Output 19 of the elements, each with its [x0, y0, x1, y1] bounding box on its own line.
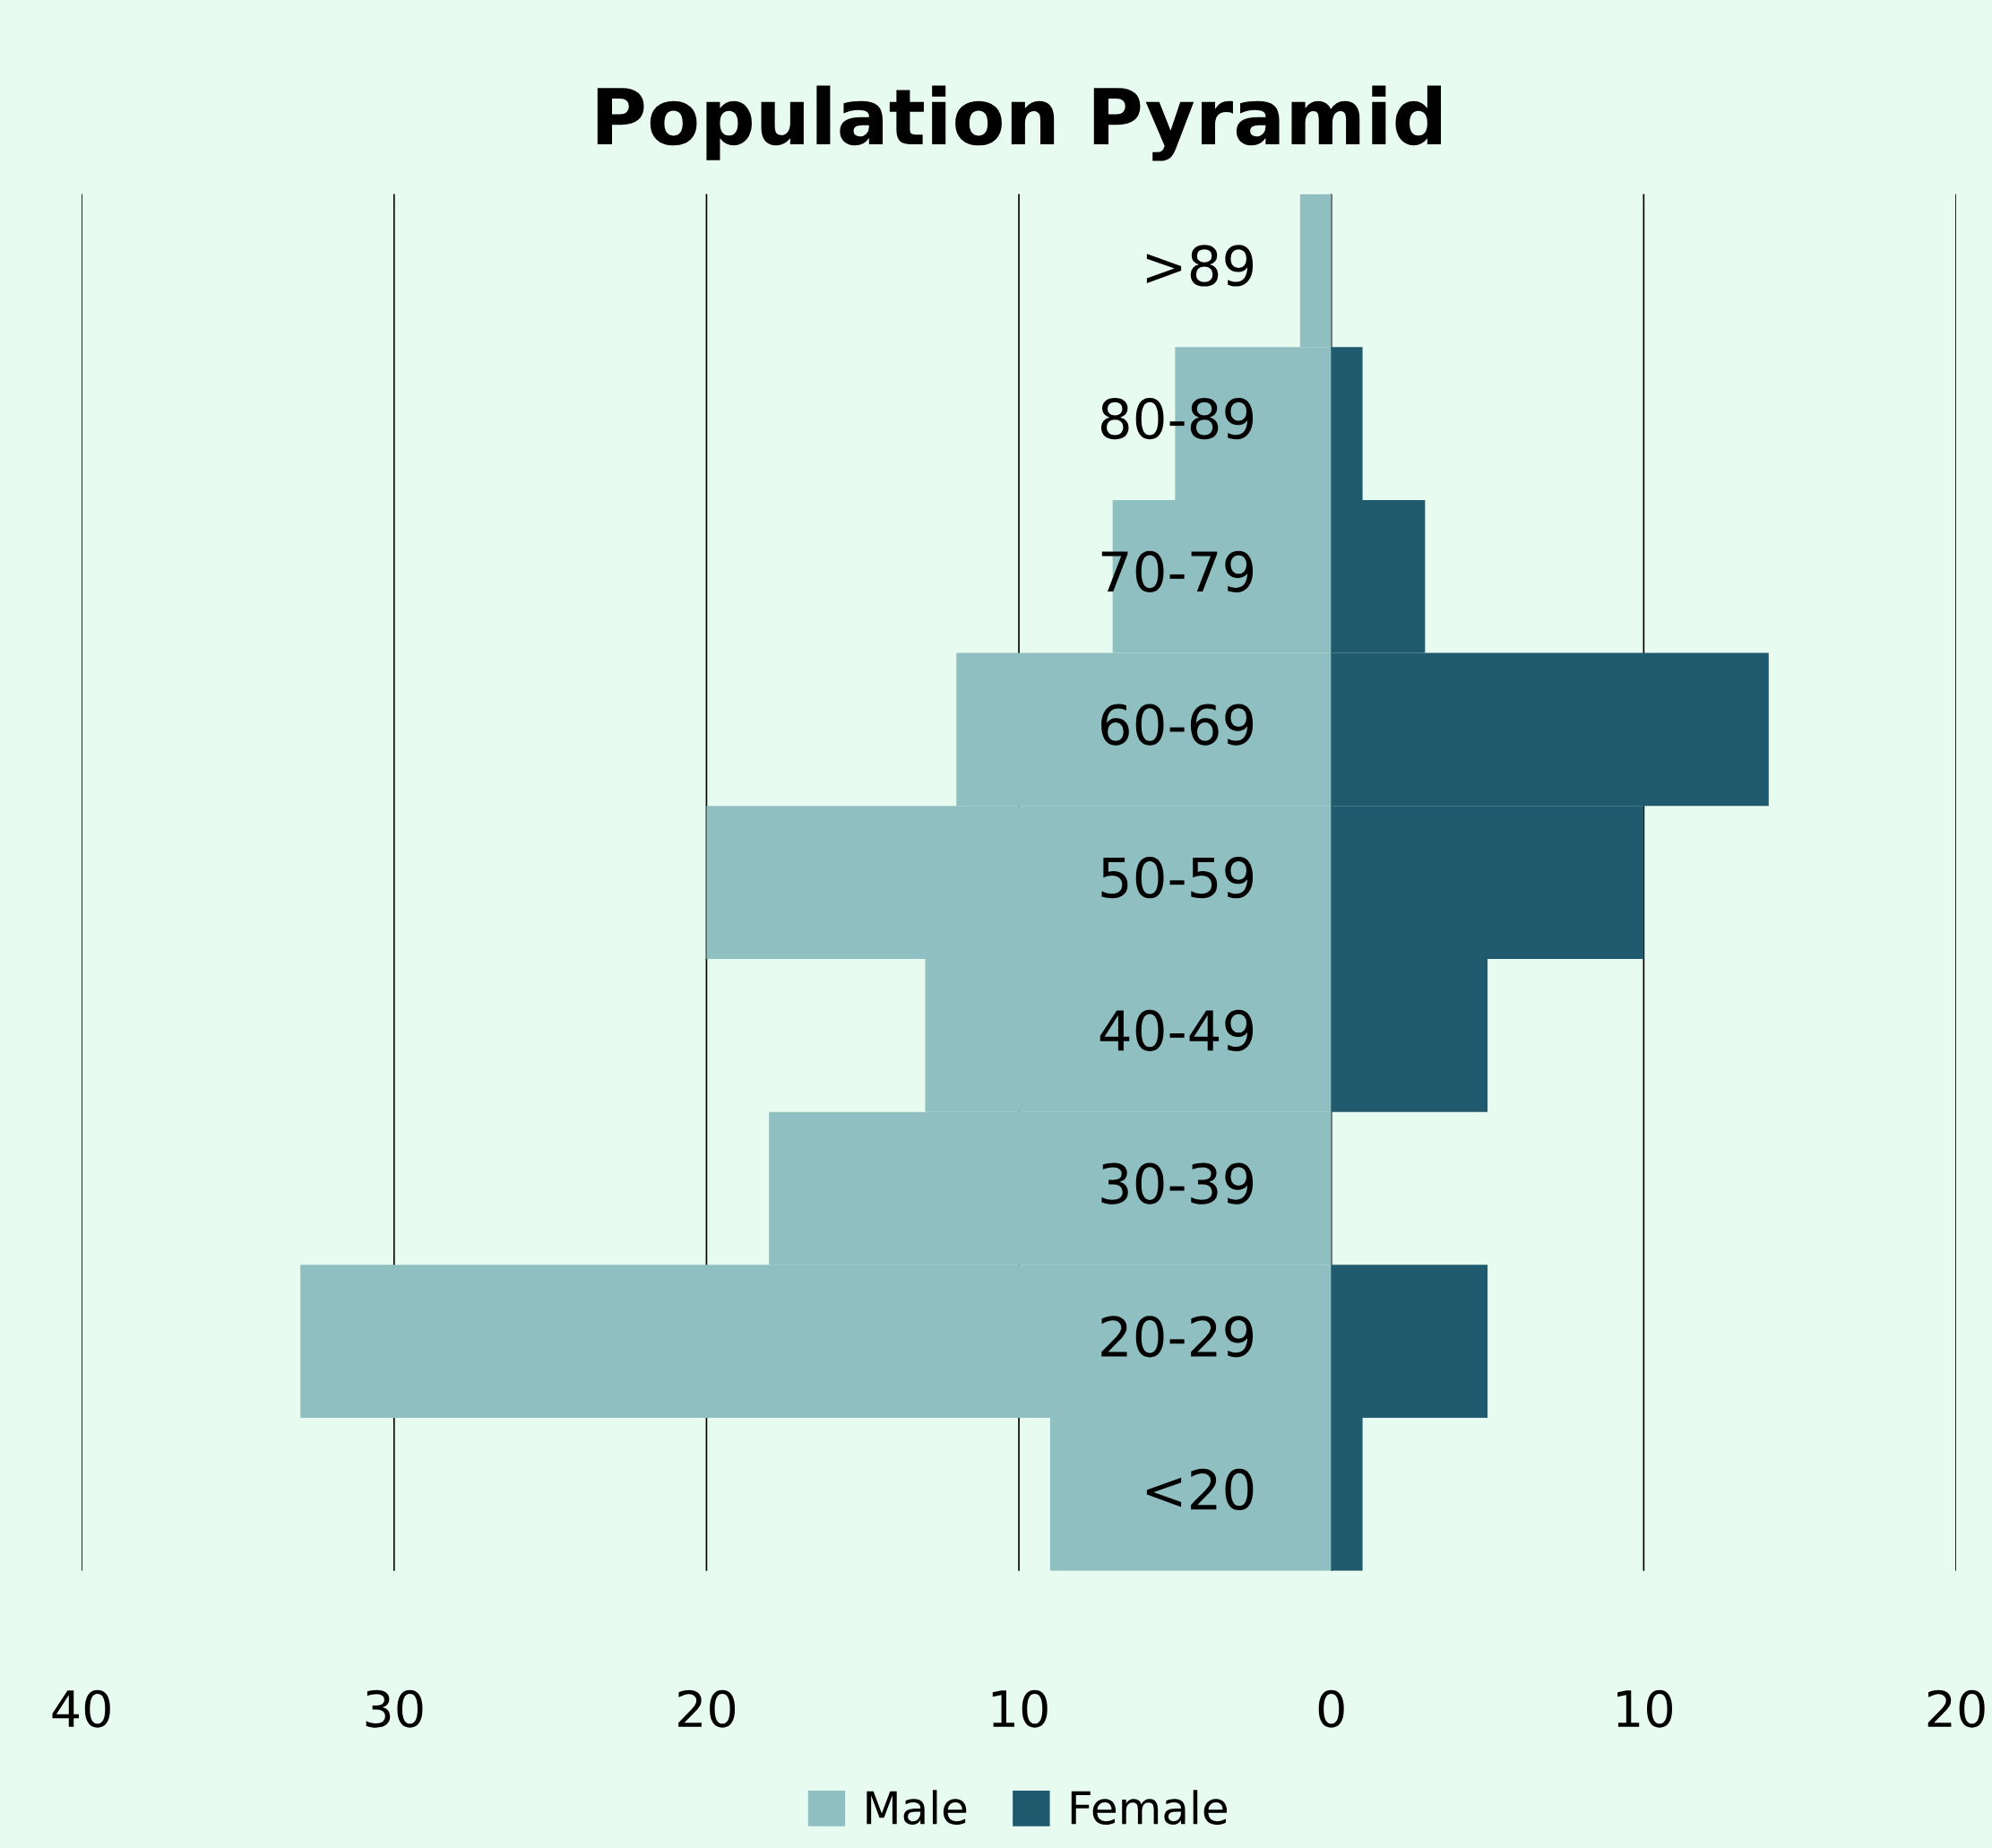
x-tick-label: 30	[366, 1689, 423, 1728]
y-tick-label: 60-69	[1101, 704, 1254, 746]
legend-label: Male	[867, 1790, 967, 1825]
y-tick-label: 70-79	[1101, 550, 1254, 592]
x-tick-label: 20	[678, 1689, 736, 1728]
x-tick-label: 10	[992, 1689, 1048, 1728]
y-tick-label: >89	[1146, 245, 1254, 287]
y-tick-label: 50-59	[1101, 857, 1254, 899]
y-tick-label: 20-29	[1101, 1316, 1254, 1358]
x-tick-label: 10	[1617, 1689, 1672, 1728]
legend-label: Female	[1071, 1790, 1228, 1825]
y-tick-label: 30-39	[1101, 1162, 1254, 1205]
y-tick-label: <20	[1146, 1468, 1254, 1511]
chart-title: Population Pyramid	[597, 85, 1441, 161]
x-tick-label: 20	[1927, 1689, 1985, 1728]
y-tick-label: 80-89	[1100, 398, 1254, 440]
x-tick-label: 0	[1318, 1689, 1344, 1728]
y-tick-label: 40-49	[1099, 1009, 1254, 1052]
x-tick-label: 40	[52, 1689, 110, 1728]
